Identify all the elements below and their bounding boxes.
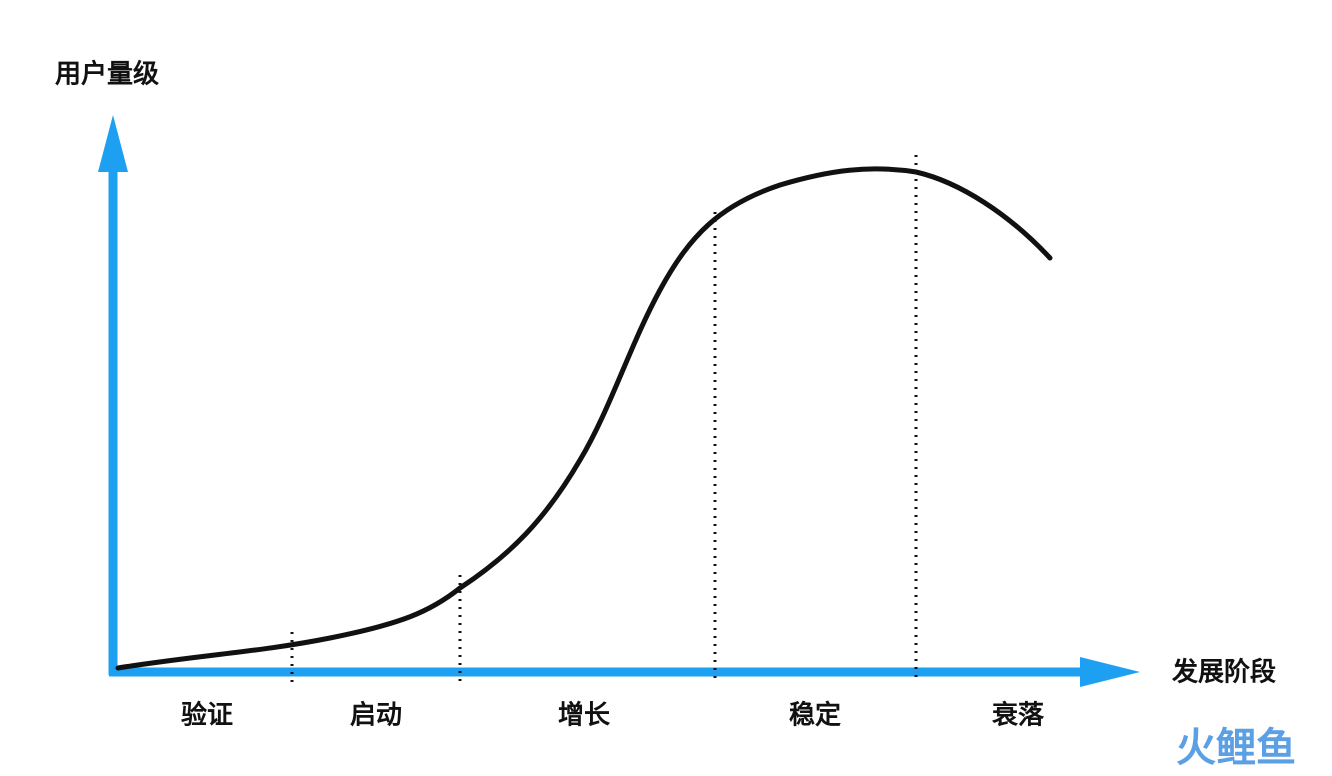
x-axis-label: 发展阶段 xyxy=(1171,657,1276,688)
watermark: 火鲤鱼 xyxy=(1176,725,1296,771)
stage-label: 启动 xyxy=(350,700,402,731)
y-axis-arrow xyxy=(98,115,128,172)
lifecycle-curve xyxy=(115,166,1053,671)
x-axis-arrow xyxy=(1080,657,1140,687)
stage-label: 衰落 xyxy=(991,700,1045,731)
stage-label: 增长 xyxy=(558,700,611,731)
stage-label: 稳定 xyxy=(789,700,841,731)
stage-dividers xyxy=(290,155,918,682)
y-axis-label: 用户量级 xyxy=(55,59,159,90)
stage-label: 验证 xyxy=(181,700,233,731)
